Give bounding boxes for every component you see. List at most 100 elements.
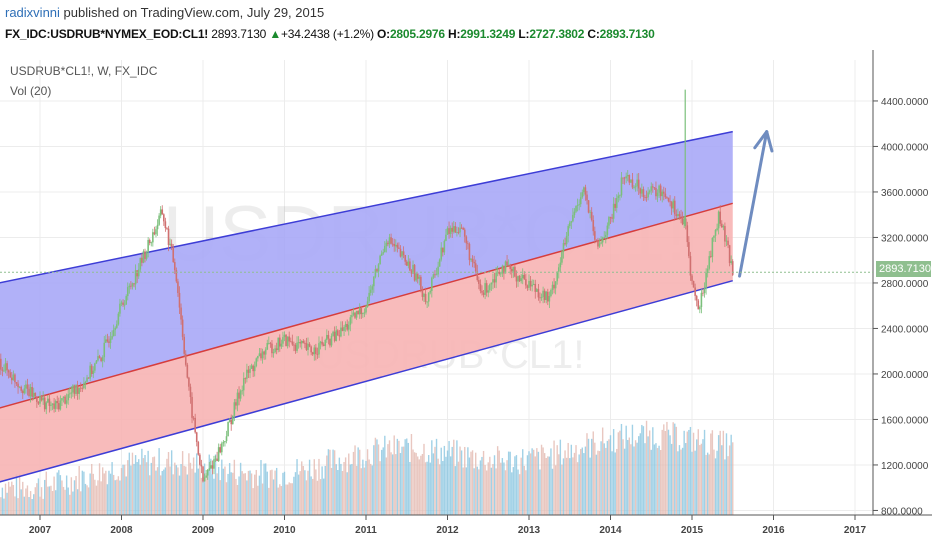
candle-body: [390, 237, 392, 244]
volume-bar: [395, 454, 397, 515]
close-value: 2893.7130: [599, 27, 655, 41]
candle-body: [72, 385, 74, 393]
candle-body: [608, 217, 610, 226]
candle-body: [214, 458, 217, 460]
y-tick-label: 2800.0000: [881, 279, 929, 290]
price-chart[interactable]: USDRUB*CL1! USDRUB*CL1! 4400.00004000.00…: [0, 50, 932, 550]
candle-body: [661, 191, 664, 197]
volume-bar: [481, 456, 483, 515]
candle-body: [241, 390, 243, 392]
candle-body: [714, 229, 717, 236]
upper-band: [0, 131, 733, 408]
volume-bar: [147, 450, 149, 515]
volume-bar: [594, 442, 596, 515]
candle-body: [354, 312, 356, 318]
candle-body: [368, 292, 370, 302]
y-tick-label: 1200.0000: [881, 461, 929, 472]
candle-body: [231, 415, 234, 425]
volume-bar: [64, 489, 66, 515]
volume-bar: [22, 481, 24, 515]
projection-arrow[interactable]: [738, 130, 774, 278]
symbol-label: FX_IDC:USDRUB*NYMEX_EOD:CL1!: [5, 27, 209, 41]
candle-body: [553, 284, 555, 289]
candle-body: [675, 214, 678, 217]
volume-bar: [354, 445, 356, 515]
volume-bar: [268, 487, 270, 515]
candle-body: [202, 466, 204, 482]
candle-body: [238, 392, 240, 399]
volume-bar: [540, 444, 543, 515]
volume-bar: [500, 462, 502, 515]
volume-bar: [686, 431, 688, 515]
volume-bar: [20, 489, 22, 515]
volume-bar: [84, 483, 87, 515]
candle-body: [617, 195, 620, 198]
volume-bar: [53, 476, 55, 515]
candle-body: [681, 217, 684, 225]
volume-bar: [581, 447, 583, 515]
volume-bar: [128, 452, 131, 515]
volume-bar: [514, 456, 516, 515]
candle-body: [166, 228, 168, 229]
candle-body: [330, 335, 333, 346]
volume-bar: [170, 450, 173, 515]
candle-body: [452, 226, 455, 232]
candle-body: [710, 256, 712, 257]
candle-body: [692, 280, 695, 288]
volume-bar: [442, 461, 444, 515]
author-link[interactable]: radixvinni: [5, 5, 60, 20]
volume-bar: [440, 447, 442, 515]
volume-bar: [25, 488, 27, 515]
volume-bar: [578, 454, 580, 515]
candle-body: [67, 394, 70, 401]
volume-bar: [341, 470, 344, 515]
volume-bar: [680, 449, 682, 515]
candle-body: [547, 291, 549, 302]
volume-bar: [708, 454, 710, 515]
volume-legend[interactable]: Vol (20): [10, 84, 52, 98]
candle-body: [460, 227, 463, 229]
volume-bar: [410, 433, 413, 515]
publish-info: radixvinni published on TradingView.com,…: [5, 5, 324, 20]
volume-bar: [244, 473, 247, 515]
volume-bar: [263, 463, 265, 515]
candle-body: [575, 205, 577, 212]
volume-bar: [396, 438, 399, 515]
volume-bar: [142, 458, 145, 515]
volume-bar: [153, 456, 156, 515]
volume-bar: [174, 462, 176, 515]
candle-body: [391, 243, 394, 245]
volume-bar: [471, 450, 474, 515]
volume-bar: [324, 465, 326, 515]
candle-body: [694, 287, 696, 296]
y-tick-label: 1600.0000: [881, 415, 929, 426]
volume-bar: [506, 460, 508, 515]
volume-bar: [714, 458, 717, 515]
volume-bar: [511, 472, 513, 515]
candle-body: [532, 283, 535, 285]
volume-bar: [18, 473, 21, 515]
candle-body: [507, 264, 510, 266]
volume-bar: [252, 488, 254, 515]
candle-body: [266, 342, 269, 350]
volume-bar: [260, 460, 262, 515]
volume-bar: [438, 464, 441, 515]
candle-body: [206, 469, 209, 476]
volume-bar: [616, 448, 618, 515]
volume-bar: [61, 480, 63, 515]
volume-bar: [638, 436, 640, 515]
candle-body: [614, 203, 617, 208]
volume-bar: [65, 475, 68, 515]
candle-body: [6, 363, 8, 371]
candle-body: [277, 337, 280, 351]
volume-bar: [650, 449, 652, 515]
candle-body: [153, 232, 156, 235]
volume-bar: [12, 484, 15, 515]
volume-bar: [479, 460, 482, 515]
candle-body: [236, 392, 239, 406]
series-legend[interactable]: USDRUB*CL1!, W, FX_IDC: [10, 64, 158, 78]
volume-bar: [172, 474, 174, 515]
volume-bar: [645, 420, 648, 515]
candle-body: [526, 285, 529, 288]
volume-bar: [81, 470, 84, 515]
